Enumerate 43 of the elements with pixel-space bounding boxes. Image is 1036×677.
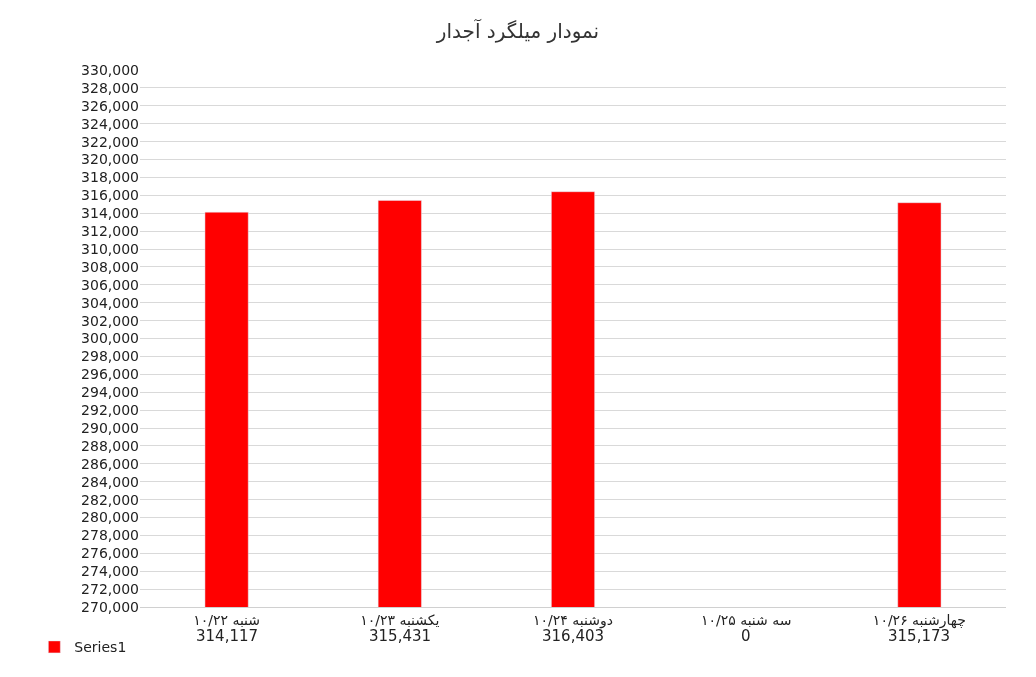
y-tick-label: 298,000 [81,348,139,365]
y-tick-label: 310,000 [81,240,139,257]
y-tick-label: 320,000 [81,151,139,168]
data-label: 315,431 [369,627,432,645]
y-tick-label: 274,000 [81,563,139,580]
y-tick-label: 326,000 [81,97,139,114]
x-tick-label: سه شنبه ۱۰/۲۵ [700,611,792,628]
y-tick-label: 282,000 [81,491,139,508]
x-tick-label: چهارشنبه ۱۰/۲۶ [872,611,966,629]
y-tick-label: 278,000 [81,527,139,544]
y-tick-label: 270,000 [81,598,139,615]
data-label: 314,117 [196,627,259,645]
y-tick-label: 330,000 [81,61,139,78]
y-tick-label: 304,000 [81,294,139,311]
text: 0 [741,627,751,645]
y-tick-label: 296,000 [81,366,139,383]
y-tick-label: 284,000 [81,473,139,490]
y-tick-label: 292,000 [81,402,139,418]
data-label: 316,403 [542,627,605,645]
y-tick-label: 314,000 [81,205,139,222]
y-tick-label: 318,000 [81,169,139,186]
y-tick-label: 290,000 [81,419,139,436]
y-tick-label: 288,000 [81,437,139,454]
y-tick-label: 276,000 [81,545,139,562]
y-tick-label: 272,000 [81,581,139,597]
y-tick-label: 306,000 [81,276,139,293]
legend-label: Series1 [74,639,127,656]
y-tick-label: 322,000 [81,133,139,150]
y-tick-label: 308,000 [81,258,139,275]
x-tick-label: یکشنبه ۱۰/۲۳ [360,611,440,628]
y-tick-label: 280,000 [81,509,139,526]
y-tick-label: 294,000 [81,384,139,401]
y-tick-label: 312,000 [81,223,139,239]
x-tick-label: دوشنبه ۱۰/۲۴ [533,611,613,629]
data-label: 315,173 [888,627,951,645]
x-tick-label: شنبه ۱۰/۲۲ [193,611,261,628]
y-tick-label: 324,000 [81,115,139,132]
y-tick-label: 316,000 [81,187,139,204]
y-tick-label: 328,000 [81,79,139,96]
chart-title: نمودار میلگرد آجدار [435,17,600,43]
y-tick-label: 302,000 [81,312,139,329]
y-tick-label: 300,000 [81,330,139,347]
y-tick-label: 286,000 [81,455,139,472]
